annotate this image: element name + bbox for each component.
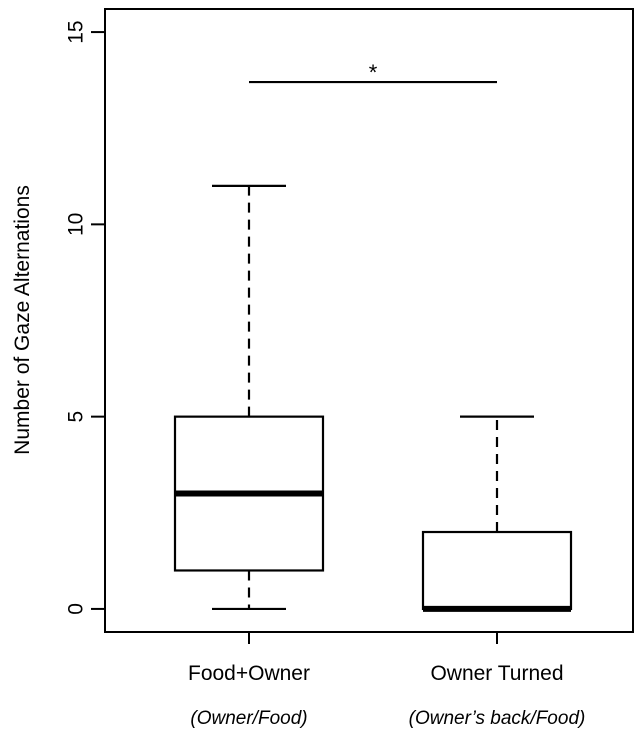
x-category-label: Food+Owner [188,662,310,685]
x-axis: Food+Owner (Owner/Food) Owner Turned (Owner… [188,632,585,729]
significance-bracket: * [249,60,497,85]
y-tick-label: 5 [64,411,87,423]
significance-star: * [369,60,378,85]
box-group [173,184,325,611]
y-tick-label: 15 [64,20,87,43]
y-tick-label: 0 [64,603,87,615]
box-iqr [421,530,573,611]
x-subcategory-label: (Owner/Food) [190,708,307,729]
box-group [421,415,573,612]
plot-frame [104,8,634,633]
y-tick-label: 10 [64,213,87,236]
x-category-label: Owner Turned [430,662,563,685]
y-axis-label: Number of Gaze Alternations [11,185,34,455]
y-axis: 0 5 10 15 [64,20,105,615]
boxes [173,184,573,612]
x-subcategory-label: (Owner’s back/Food) [409,708,586,729]
